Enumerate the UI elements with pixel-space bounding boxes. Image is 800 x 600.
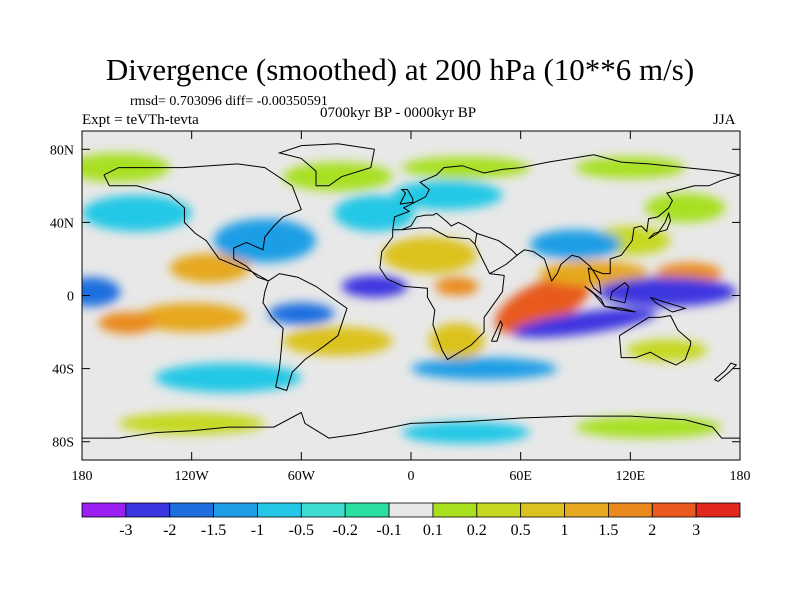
plot-title: Divergence (smoothed) at 200 hPa (10**6 … bbox=[105, 52, 695, 87]
x-tick-label: 0 bbox=[408, 469, 415, 484]
x-tick-label: 180 bbox=[72, 469, 93, 484]
colorbar-swatch bbox=[344, 502, 390, 518]
colorbar-label: -0.5 bbox=[289, 522, 314, 539]
divergence-anomaly bbox=[597, 277, 737, 307]
divergence-anomaly bbox=[82, 194, 192, 232]
divergence-anomaly bbox=[381, 237, 477, 274]
divergence-anomaly bbox=[429, 322, 485, 360]
x-tick-label: 120E bbox=[616, 469, 646, 484]
divergence-anomaly bbox=[512, 308, 658, 338]
coastline bbox=[277, 143, 375, 187]
colorbar-swatch bbox=[608, 502, 653, 518]
experiment-label: Expt = teVTh-tevta bbox=[82, 112, 199, 128]
divergence-anomaly bbox=[136, 302, 247, 333]
divergence-anomaly bbox=[341, 275, 408, 298]
colorbar-swatch bbox=[300, 502, 346, 518]
x-axis: 180 120W 60W 0 60E 120E 180 bbox=[72, 131, 751, 484]
divergence-anomaly bbox=[392, 180, 503, 210]
coastline bbox=[82, 411, 740, 439]
y-tick-label: 40N bbox=[50, 216, 74, 231]
coastline bbox=[604, 306, 636, 313]
y-tick-label: 0 bbox=[67, 290, 74, 305]
coastline bbox=[714, 362, 738, 382]
y-tick-label: 40S bbox=[52, 363, 74, 378]
divergence-anomaly bbox=[82, 277, 121, 307]
divergence-anomaly bbox=[434, 277, 479, 296]
colorbar-swatch bbox=[257, 502, 302, 518]
y-tick-label: 80N bbox=[50, 143, 74, 158]
divergence-anomaly bbox=[334, 194, 415, 232]
period-label: 0700kyr BP - 0000kyr BP bbox=[320, 105, 477, 121]
coastline bbox=[618, 315, 692, 366]
colorbar-label: -1.5 bbox=[201, 522, 226, 539]
divergence-anomaly bbox=[411, 357, 558, 380]
colorbar-swatch bbox=[169, 502, 215, 518]
divergence-anomaly bbox=[626, 339, 708, 362]
divergence-anomaly bbox=[401, 421, 530, 444]
stats-label: rmsd= 0.703096 diff= -0.00350591 bbox=[130, 94, 328, 109]
colorbar-swatch bbox=[564, 502, 609, 518]
colorbar: -3 -2 -1.5 -1 -0.5 -0.2 -0.1 0.1 0.2 0.5 1 1.5 2 3 bbox=[81, 502, 741, 539]
coastline bbox=[516, 174, 740, 295]
colorbar-label: -0.2 bbox=[333, 522, 358, 539]
colorbar-label: 2 bbox=[648, 522, 656, 539]
coastline bbox=[103, 163, 302, 282]
coastline bbox=[609, 282, 630, 304]
colorbar-swatch bbox=[476, 502, 522, 518]
colorbar-label: 1 bbox=[561, 522, 569, 539]
colorbar-swatch bbox=[651, 502, 697, 518]
divergence-anomaly bbox=[575, 156, 686, 179]
coastline bbox=[650, 296, 687, 313]
divergence-field bbox=[82, 152, 737, 444]
colorbar-swatch bbox=[520, 502, 565, 518]
colorbar-swatch bbox=[388, 502, 434, 518]
divergence-anomaly bbox=[575, 416, 722, 439]
x-tick-label: 60E bbox=[509, 469, 532, 484]
colorbar-label: -3 bbox=[119, 522, 132, 539]
coastline bbox=[584, 285, 606, 307]
divergence-anomaly bbox=[118, 412, 265, 435]
divergence-anomaly bbox=[98, 311, 157, 334]
colorbar-label: 0.1 bbox=[423, 522, 443, 539]
divergence-anomaly bbox=[169, 253, 251, 283]
divergence-anomaly bbox=[283, 162, 393, 192]
colorbar-swatch bbox=[213, 502, 258, 518]
colorbar-label: -2 bbox=[163, 522, 176, 539]
colorbar-label: 1.5 bbox=[598, 522, 618, 539]
colorbar-swatch bbox=[432, 502, 478, 518]
colorbar-label: 0.2 bbox=[467, 522, 487, 539]
divergence-anomaly bbox=[538, 260, 649, 287]
coastline bbox=[379, 227, 505, 361]
coastline bbox=[648, 211, 672, 240]
colorbar-label: 3 bbox=[692, 522, 700, 539]
x-tick-label: 180 bbox=[730, 469, 751, 484]
colorbar-label: 0.5 bbox=[511, 522, 531, 539]
coastline bbox=[392, 154, 740, 230]
divergence-anomaly bbox=[283, 326, 393, 356]
divergence-anomaly bbox=[644, 193, 726, 223]
divergence-anomaly bbox=[155, 363, 302, 393]
divergence-anomaly bbox=[401, 156, 530, 179]
coastline bbox=[401, 212, 478, 245]
map-plot-area bbox=[82, 131, 740, 460]
divergence-anomaly bbox=[495, 275, 590, 335]
colorbar-swatch bbox=[695, 502, 741, 518]
y-tick-label: 80S bbox=[52, 436, 74, 451]
coastline bbox=[490, 319, 503, 342]
colorbar-label: -1 bbox=[251, 522, 264, 539]
x-tick-label: 120W bbox=[175, 469, 210, 484]
y-axis: 80N 40N 0 40S 80S bbox=[50, 143, 740, 451]
colorbar-swatch bbox=[125, 502, 171, 518]
coastlines bbox=[82, 143, 740, 439]
x-tick-label: 60W bbox=[288, 469, 316, 484]
coastline bbox=[399, 189, 414, 205]
season-label: JJA bbox=[713, 112, 736, 128]
divergence-anomaly bbox=[268, 302, 335, 325]
colorbar-swatch bbox=[81, 502, 127, 518]
divergence-anomaly bbox=[529, 229, 622, 259]
colorbar-label: -0.1 bbox=[376, 522, 401, 539]
coastline bbox=[262, 273, 348, 392]
